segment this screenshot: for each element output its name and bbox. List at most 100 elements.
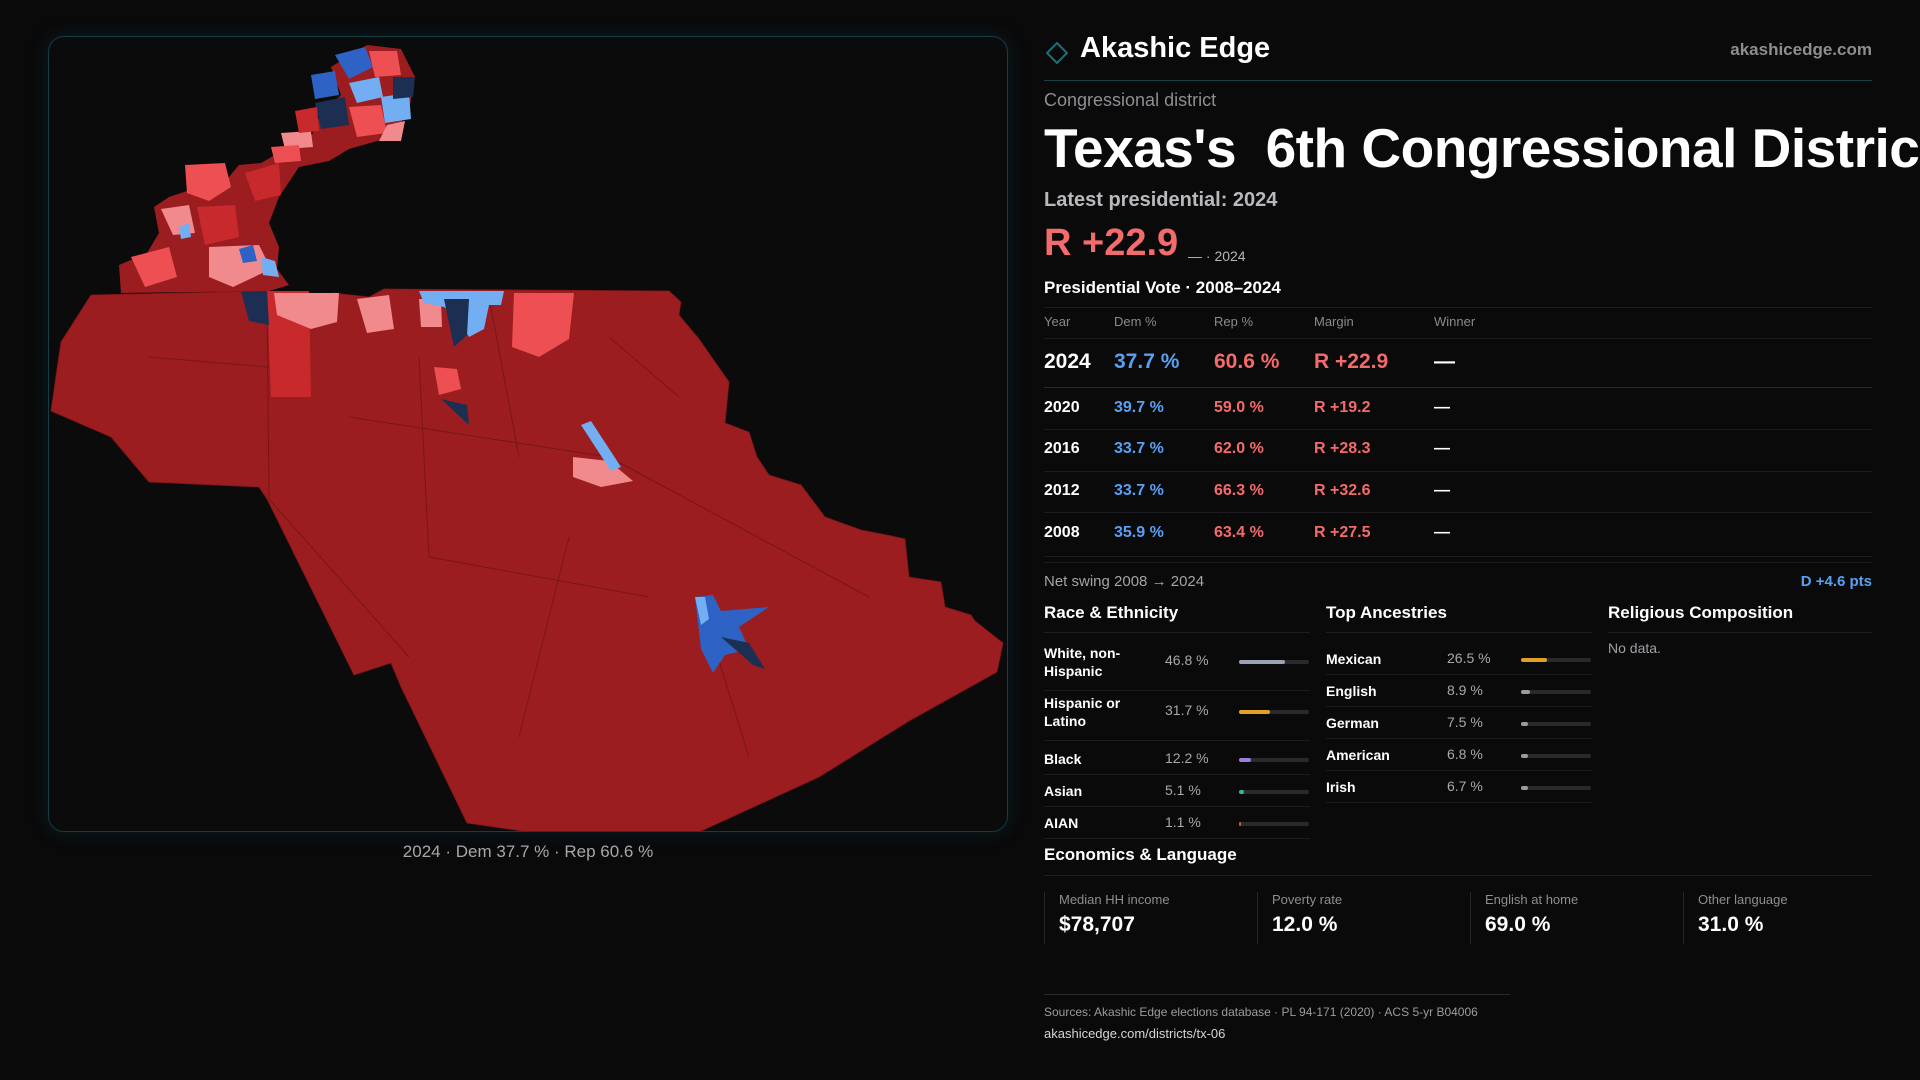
econ-label: Poverty rate bbox=[1272, 892, 1343, 907]
map-region-safe-dem[interactable] bbox=[241, 291, 269, 325]
row-winner: — bbox=[1434, 350, 1455, 373]
divider bbox=[1044, 387, 1872, 388]
map-region-light-rep[interactable] bbox=[274, 293, 339, 329]
row-year: 2024 bbox=[1044, 350, 1091, 373]
row-winner: — bbox=[1434, 440, 1450, 457]
divider bbox=[1326, 706, 1592, 707]
stat-bar-track bbox=[1521, 754, 1591, 758]
econ-card-english-at-home: English at home 69.0 % bbox=[1470, 892, 1683, 944]
stat-bar-track bbox=[1521, 690, 1591, 694]
divider bbox=[1044, 806, 1310, 807]
divider bbox=[1326, 674, 1592, 675]
divider bbox=[1326, 632, 1592, 633]
row-dem: 33.7 % bbox=[1114, 482, 1164, 499]
religious-composition-title: Religious Composition bbox=[1608, 603, 1794, 622]
row-rep: 66.3 % bbox=[1214, 482, 1264, 499]
stat-label: Hispanic or Latino bbox=[1044, 695, 1121, 729]
map-region-light-rep-2[interactable] bbox=[357, 295, 394, 333]
divider bbox=[1044, 632, 1310, 633]
map-region-safe-dem-3[interactable] bbox=[441, 399, 469, 425]
divider bbox=[1044, 774, 1310, 775]
race-ethnicity-title: Race & Ethnicity bbox=[1044, 603, 1179, 622]
divider bbox=[1044, 562, 1872, 563]
divider bbox=[1044, 838, 1310, 839]
map-region-main[interactable] bbox=[50, 288, 1004, 832]
map-caption: 2024 · Dem 37.7 % · Rep 60.6 % bbox=[402, 842, 654, 861]
top-ancestries-title: Top Ancestries bbox=[1326, 603, 1447, 622]
stat-row: Asian 5.1 % bbox=[1044, 776, 1310, 806]
row-margin: R +32.6 bbox=[1314, 482, 1371, 499]
divider bbox=[1044, 338, 1872, 339]
stat-bar-fill bbox=[1521, 658, 1547, 662]
stat-label: American bbox=[1326, 747, 1390, 763]
diamond-logo-icon bbox=[1046, 42, 1068, 64]
row-year: 2012 bbox=[1044, 482, 1080, 499]
row-rep: 63.4 % bbox=[1214, 524, 1264, 541]
col-winner-header: Winner bbox=[1434, 314, 1476, 329]
stat-bar-track bbox=[1239, 822, 1309, 826]
map-region-light-rep-4[interactable] bbox=[434, 367, 461, 395]
divider bbox=[1326, 738, 1592, 739]
econ-value: 31.0 % bbox=[1698, 913, 1764, 936]
row-margin: R +27.5 bbox=[1314, 524, 1371, 541]
brand-url-link[interactable]: akashicedge.com bbox=[1730, 40, 1872, 59]
divider bbox=[1326, 770, 1592, 771]
map-region-safe-dem-city[interactable] bbox=[721, 637, 765, 669]
stat-bar-fill bbox=[1521, 722, 1529, 726]
stat-row: AIAN 1.1 % bbox=[1044, 808, 1310, 838]
brand-name: Akashic Edge bbox=[1080, 32, 1271, 64]
divider bbox=[1044, 512, 1872, 513]
col-year-header: Year bbox=[1044, 314, 1071, 329]
stat-value: 1.1 % bbox=[1165, 814, 1201, 830]
stat-bar-track bbox=[1521, 722, 1591, 726]
divider bbox=[1044, 740, 1310, 741]
econ-value: 69.0 % bbox=[1485, 913, 1551, 936]
header-divider bbox=[1044, 80, 1872, 81]
map-region-light-rep-center[interactable] bbox=[573, 457, 633, 487]
map-region-light-dem-center[interactable] bbox=[581, 421, 621, 471]
stat-label: White, non-Hispanic bbox=[1044, 645, 1121, 679]
stat-value: 31.7 % bbox=[1165, 702, 1209, 718]
stat-row: Mexican 26.5 % bbox=[1326, 644, 1592, 674]
map-region-light-rep-3[interactable] bbox=[419, 299, 442, 327]
map-region-tilt-rep[interactable] bbox=[512, 293, 574, 357]
stat-bar-fill bbox=[1239, 790, 1244, 794]
econ-label: Other language bbox=[1698, 892, 1788, 907]
stat-bar-fill bbox=[1521, 754, 1528, 758]
row-dem: 37.7 % bbox=[1114, 350, 1180, 373]
col-dem-header: Dem % bbox=[1114, 314, 1157, 329]
stat-value: 46.8 % bbox=[1165, 652, 1209, 668]
precinct-map-svg[interactable] bbox=[49, 37, 1008, 832]
sources-url-link[interactable]: akashicedge.com/districts/tx-06 bbox=[1044, 1026, 1226, 1041]
stat-bar-fill bbox=[1239, 758, 1251, 762]
row-winner: — bbox=[1434, 399, 1450, 416]
divider bbox=[1044, 429, 1872, 430]
stat-bar-track bbox=[1521, 658, 1591, 662]
district-map[interactable] bbox=[48, 36, 1008, 832]
row-year: 2008 bbox=[1044, 524, 1080, 541]
map-region-light-dem-city[interactable] bbox=[695, 597, 709, 625]
stat-bar-track bbox=[1239, 660, 1309, 664]
divider bbox=[1044, 471, 1872, 472]
stat-row: Black 12.2 % bbox=[1044, 744, 1310, 774]
col-rep-header: Rep % bbox=[1214, 314, 1254, 329]
page-title: Texas's 6th Congressional District bbox=[1044, 117, 1920, 179]
economics-language-title: Economics & Language bbox=[1044, 845, 1237, 864]
row-dem: 33.7 % bbox=[1114, 440, 1164, 457]
stat-bar-track bbox=[1239, 710, 1309, 714]
stat-value: 7.5 % bbox=[1447, 714, 1483, 730]
divider bbox=[1044, 690, 1310, 691]
divider bbox=[1326, 802, 1592, 803]
divider bbox=[1044, 307, 1872, 308]
stat-value: 6.8 % bbox=[1447, 746, 1483, 762]
row-margin: R +22.9 bbox=[1314, 350, 1389, 373]
map-region-safe-dem-2[interactable] bbox=[444, 299, 469, 347]
stat-bar-track bbox=[1239, 758, 1309, 762]
econ-card-poverty-rate: Poverty rate 12.0 % bbox=[1257, 892, 1470, 944]
divider bbox=[1044, 875, 1872, 876]
divider bbox=[1044, 556, 1872, 557]
stat-row: German 7.5 % bbox=[1326, 708, 1592, 738]
row-year: 2016 bbox=[1044, 440, 1080, 457]
county-lines bbox=[148, 290, 870, 758]
map-region-lean-dem-city[interactable] bbox=[695, 595, 769, 673]
